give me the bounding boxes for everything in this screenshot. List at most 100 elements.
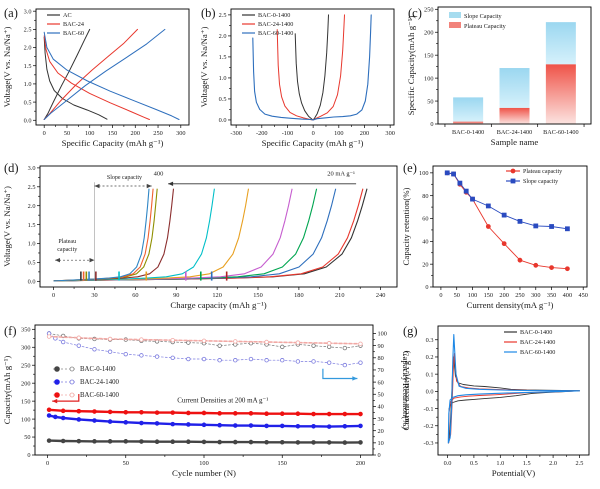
svg-text:40: 40 xyxy=(422,239,428,246)
svg-text:BAC-24-1400: BAC-24-1400 xyxy=(520,339,555,346)
svg-text:150: 150 xyxy=(21,398,30,405)
legend-item: Plateau capacity xyxy=(506,168,562,175)
svg-text:200: 200 xyxy=(21,380,30,387)
svg-text:60: 60 xyxy=(132,292,138,299)
svg-text:100: 100 xyxy=(468,292,477,299)
svg-text:BAC-60-1400: BAC-60-1400 xyxy=(80,392,119,399)
svg-text:BAC-60-1400: BAC-60-1400 xyxy=(258,30,293,37)
svg-text:0.0: 0.0 xyxy=(24,117,32,124)
chart-c: BAC-0-1400 BAC-24-1400 BAC-60-1400 0 50 100 15… xyxy=(406,6,592,147)
svg-text:1.0: 1.0 xyxy=(24,81,32,88)
svg-text:2.5: 2.5 xyxy=(576,460,584,467)
series xyxy=(447,334,581,444)
svg-text:Voltage(V vs. Na/Na⁺): Voltage(V vs. Na/Na⁺) xyxy=(2,186,12,267)
svg-text:10: 10 xyxy=(378,440,384,447)
svg-text:50: 50 xyxy=(454,292,460,299)
svg-text:0.1: 0.1 xyxy=(426,371,434,378)
svg-text:0: 0 xyxy=(52,292,55,299)
svg-text:(e): (e) xyxy=(403,161,417,175)
svg-text:1.5: 1.5 xyxy=(24,63,32,70)
svg-text:350: 350 xyxy=(21,327,30,334)
svg-text:400: 400 xyxy=(563,292,572,299)
svg-text:0.2: 0.2 xyxy=(426,354,434,361)
svg-text:Capacity(mAh g⁻¹): Capacity(mAh g⁻¹) xyxy=(2,356,12,425)
svg-text:BAC-60-1400: BAC-60-1400 xyxy=(520,349,555,356)
svg-text:250: 250 xyxy=(424,6,433,13)
svg-text:Slope capacity: Slope capacity xyxy=(523,179,558,185)
svg-text:Current density(A g⁻¹): Current density(A g⁻¹) xyxy=(401,350,411,430)
svg-text:1.0: 1.0 xyxy=(219,75,227,82)
svg-text:400: 400 xyxy=(154,170,164,177)
svg-text:Voltage(V vs. Na/Na⁺): Voltage(V vs. Na/Na⁺) xyxy=(199,27,209,108)
svg-text:Voltage(V vs. Na/Na⁺): Voltage(V vs. Na/Na⁺) xyxy=(2,27,12,108)
svg-text:0.0: 0.0 xyxy=(444,460,452,467)
svg-text:-0.3: -0.3 xyxy=(424,440,434,447)
legend-item: BAC-60-1400 xyxy=(53,392,119,399)
svg-text:250: 250 xyxy=(153,130,162,137)
svg-text:3.0: 3.0 xyxy=(28,165,36,172)
series xyxy=(43,28,138,120)
series xyxy=(444,170,570,232)
legend-item: Plateau Capacity xyxy=(449,22,507,30)
series xyxy=(43,36,108,120)
svg-text:100: 100 xyxy=(419,170,428,177)
svg-text:BAC-24-1400: BAC-24-1400 xyxy=(258,21,293,28)
legend-item: BAC-0-1400 xyxy=(504,329,552,336)
legend-item: BAC-0-1400 xyxy=(53,366,116,373)
series xyxy=(46,413,363,429)
svg-text:60: 60 xyxy=(378,379,384,386)
chart-f: 0 50 100 150 200 0 50 100 150 200 250 300 350 0 10 20 30… xyxy=(2,324,411,478)
series xyxy=(252,14,372,121)
svg-text:2.0: 2.0 xyxy=(549,460,557,467)
svg-text:240: 240 xyxy=(376,292,385,299)
svg-text:-100: -100 xyxy=(282,130,294,137)
svg-text:Slope Capacity: Slope Capacity xyxy=(464,13,503,20)
legend-item: Slope capacity xyxy=(506,178,558,185)
svg-text:0: 0 xyxy=(439,292,442,299)
legend-item: BAC-24-1400 xyxy=(504,339,555,346)
svg-text:0.5: 0.5 xyxy=(24,99,32,106)
svg-text:250: 250 xyxy=(21,362,30,369)
svg-text:70: 70 xyxy=(378,367,384,374)
svg-text:200: 200 xyxy=(131,130,140,137)
series xyxy=(46,334,363,347)
svg-text:0.5: 0.5 xyxy=(470,460,478,467)
svg-text:250: 250 xyxy=(515,292,524,299)
svg-text:120: 120 xyxy=(212,292,221,299)
svg-text:50: 50 xyxy=(123,460,129,467)
svg-text:2.0: 2.0 xyxy=(24,45,32,52)
svg-text:1.5: 1.5 xyxy=(219,54,227,61)
svg-text:1.0: 1.0 xyxy=(28,241,36,248)
svg-text:0: 0 xyxy=(27,452,30,459)
svg-text:(c): (c) xyxy=(408,6,422,20)
svg-text:Current density(mA g⁻¹): Current density(mA g⁻¹) xyxy=(467,300,554,310)
svg-text:0: 0 xyxy=(378,452,381,459)
svg-text:30: 30 xyxy=(91,292,97,299)
svg-text:(f): (f) xyxy=(4,324,17,338)
svg-text:150: 150 xyxy=(484,292,493,299)
svg-text:3.0: 3.0 xyxy=(24,8,32,15)
svg-text:2.5: 2.5 xyxy=(24,27,32,34)
svg-text:90: 90 xyxy=(378,343,384,350)
svg-text:20: 20 xyxy=(378,428,384,435)
svg-text:0: 0 xyxy=(430,121,433,128)
chart-b: -300 -200 -100 0 100 200 300 0.0 0.5 1.0 1.5 2.0 2.5… xyxy=(199,6,395,148)
series xyxy=(43,28,166,120)
svg-text:300: 300 xyxy=(531,292,540,299)
chart-d: 0 30 60 90 120 150 180 210 240 0.0 0.5 1.0 1.5 2.0 2.5… xyxy=(2,161,398,310)
svg-text:Capacity retention(%): Capacity retention(%) xyxy=(401,187,411,265)
chart-g: 0.0 0.5 1.0 1.5 2.0 2.5 -0.3 -0.2 -0.1 0.0 0.1 0.2 0… xyxy=(401,324,590,478)
legend-item: BAC-24-1400 xyxy=(242,21,293,28)
svg-text:0: 0 xyxy=(46,460,49,467)
svg-text:200: 200 xyxy=(424,29,433,36)
chart-e: 0 50 100 150 200 250 300 350 400 450020406080100C… xyxy=(401,161,588,310)
svg-text:Slope capacity: Slope capacity xyxy=(107,175,142,181)
svg-text:150: 150 xyxy=(253,292,262,299)
svg-text:50: 50 xyxy=(427,98,433,105)
svg-text:Cycle number (N): Cycle number (N) xyxy=(172,468,236,478)
svg-text:1.0: 1.0 xyxy=(496,460,504,467)
svg-text:20 mA g⁻¹: 20 mA g⁻¹ xyxy=(327,170,355,177)
svg-text:BAC-60-1400: BAC-60-1400 xyxy=(543,129,578,136)
svg-text:30: 30 xyxy=(378,416,384,423)
svg-text:1.5: 1.5 xyxy=(28,222,36,229)
